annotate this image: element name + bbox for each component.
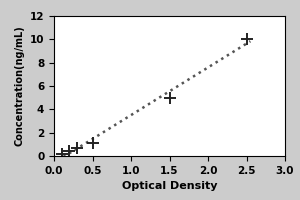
Point [244,38,249,41]
Point [167,96,172,99]
Point [67,150,72,153]
X-axis label: Optical Density: Optical Density [122,181,217,191]
Point [59,153,64,156]
Point [75,146,80,149]
Point [90,142,95,145]
Y-axis label: Concentration(ng/mL): Concentration(ng/mL) [14,26,24,146]
